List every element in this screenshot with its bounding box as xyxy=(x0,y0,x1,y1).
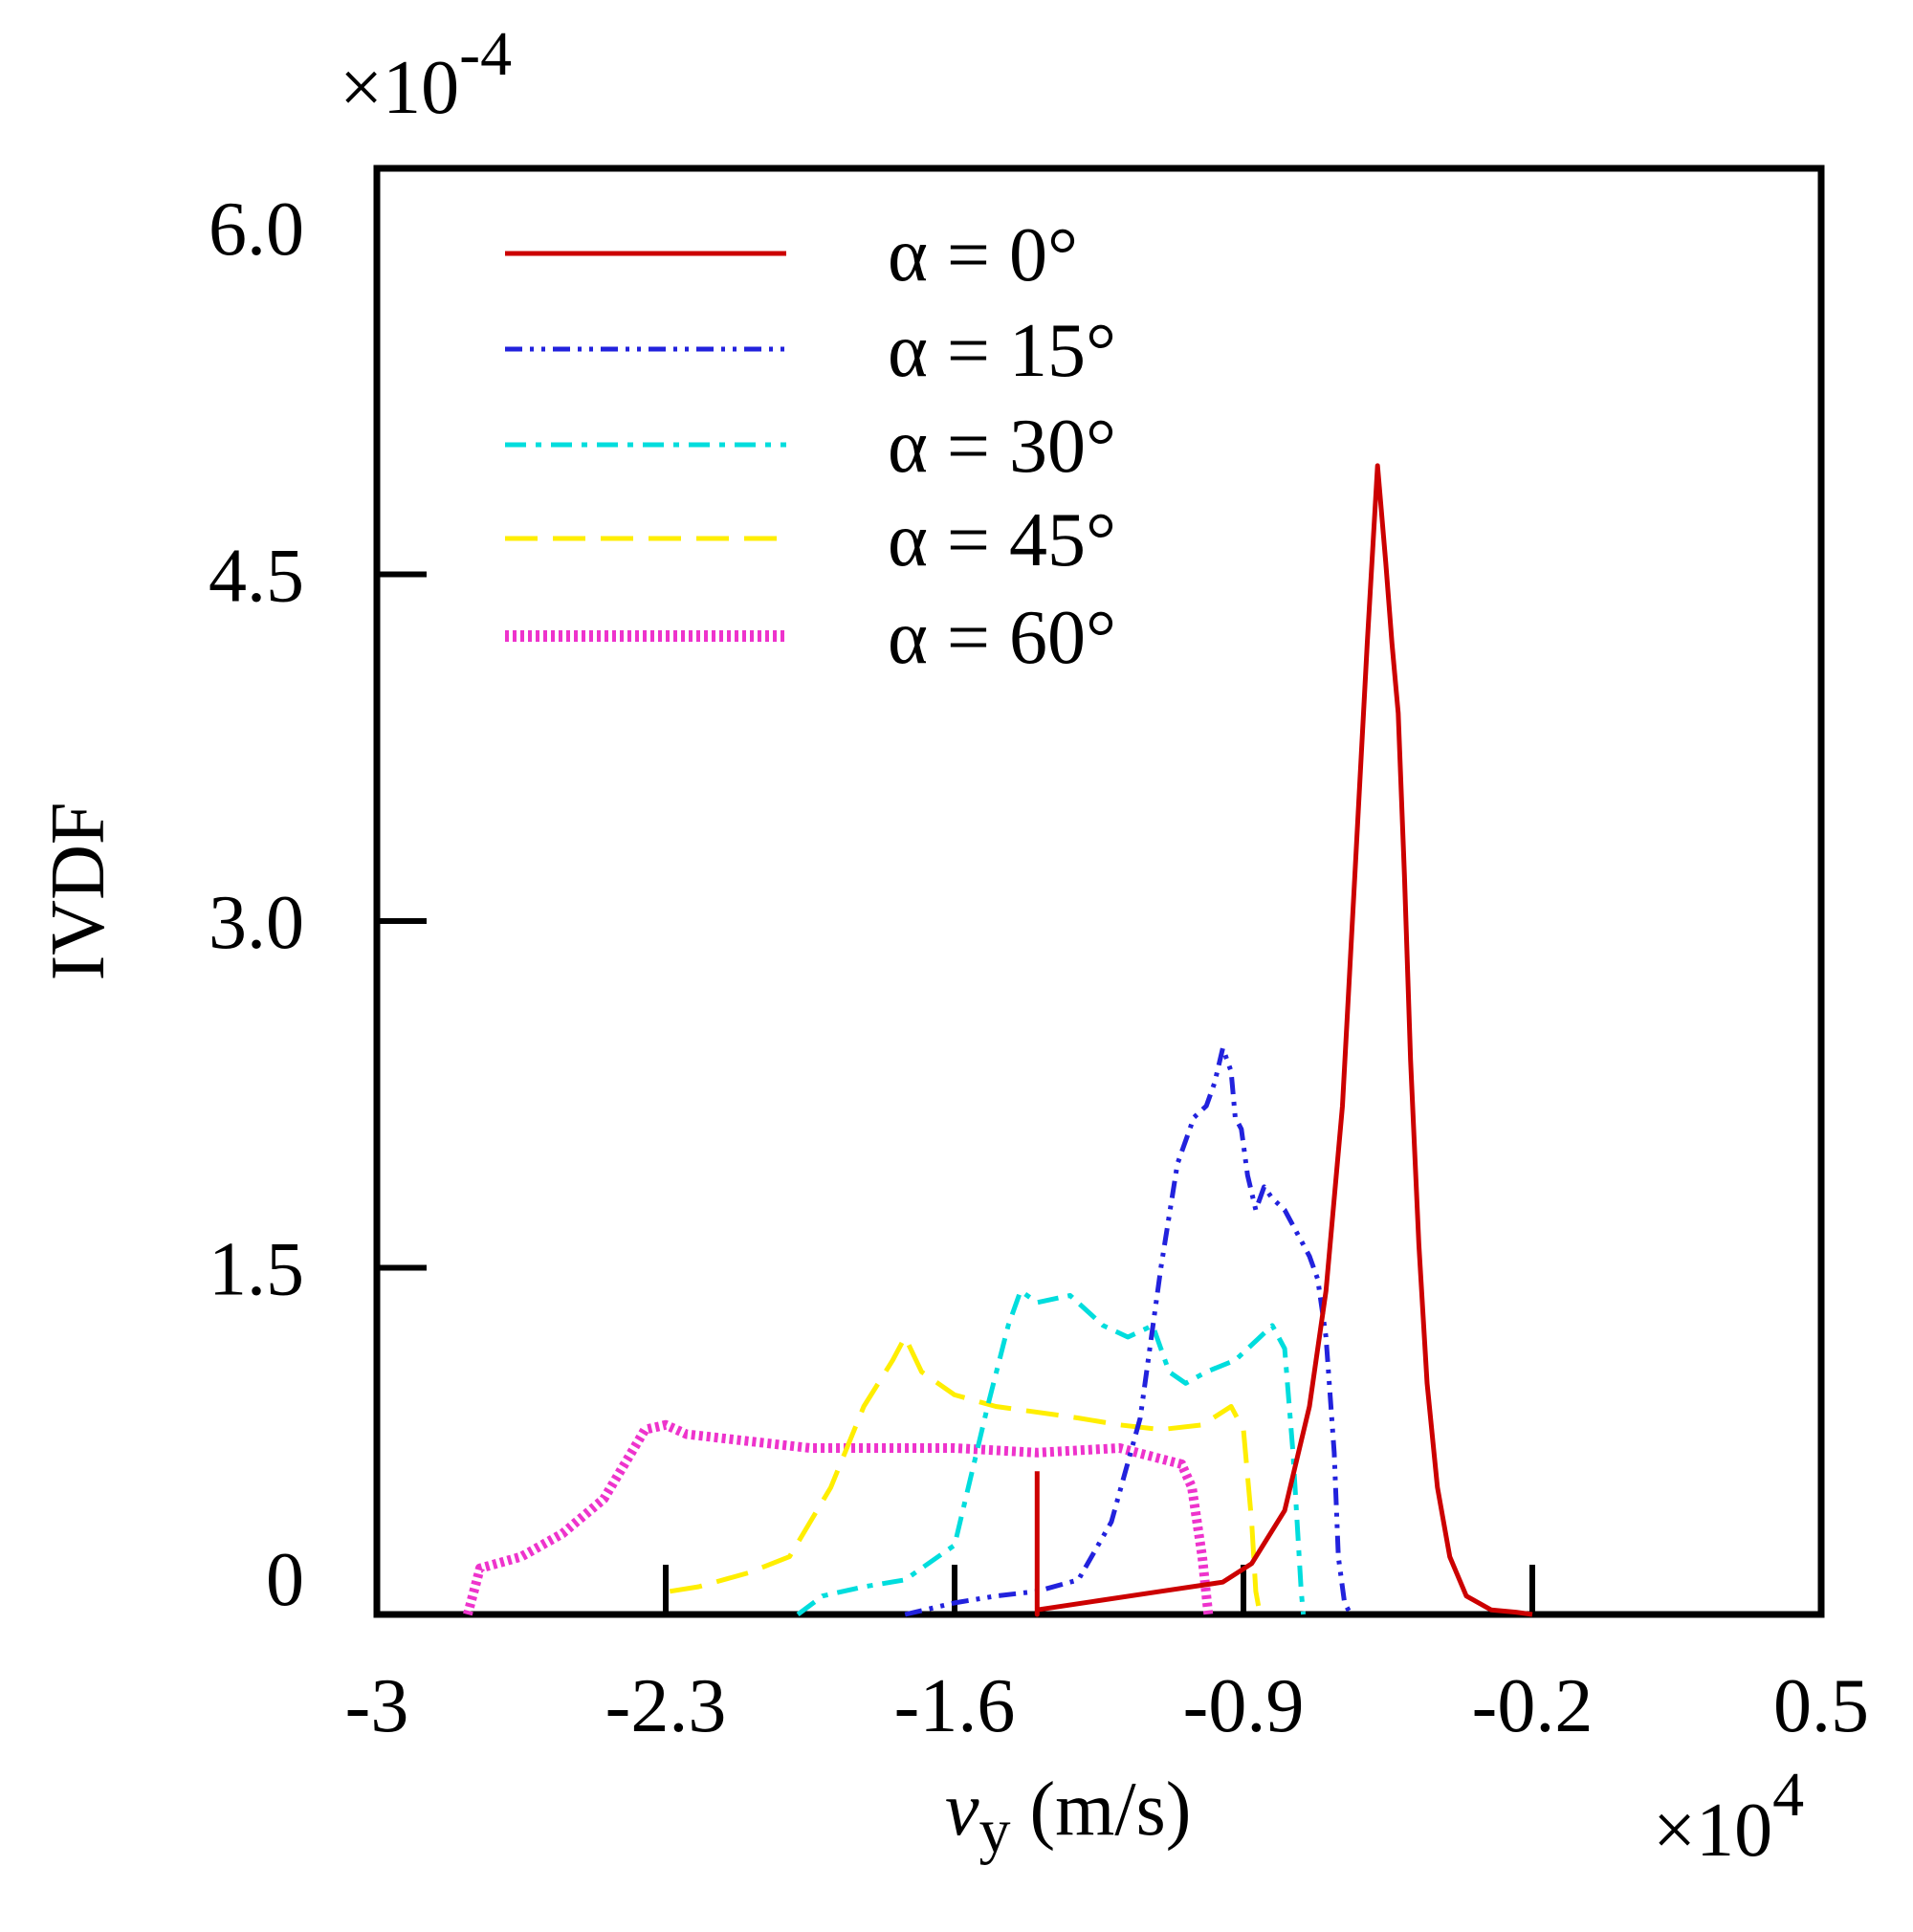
series-line-4 xyxy=(463,1419,1214,1616)
legend-label-4: α = 60° xyxy=(888,596,1116,680)
x-axis-title: vy (m/s) xyxy=(945,1767,1191,1866)
axis-ticks xyxy=(377,571,1535,1614)
plot-frame xyxy=(373,165,1825,1618)
series-line-3 xyxy=(669,1334,1263,1615)
series-line-1 xyxy=(904,1045,1353,1617)
y-axis-title: IVDF xyxy=(36,802,121,981)
x-tick-label: -0.2 xyxy=(1472,1664,1594,1748)
x-tick-label: -3 xyxy=(345,1664,409,1748)
legend-label-0: α = 0° xyxy=(888,213,1078,297)
legend: α = 0° α = 15° α = 30° α = 45° α = 60° xyxy=(505,213,1116,680)
y-multiplier: ×10-4 xyxy=(340,19,512,130)
x-multiplier: ×104 xyxy=(1653,1760,1804,1873)
series-layer xyxy=(463,463,1533,1617)
series-line-0 xyxy=(1034,463,1533,1617)
y-tick-label: 1.5 xyxy=(209,1228,304,1312)
legend-label-3: α = 45° xyxy=(888,498,1116,582)
y-tick-label: 3.0 xyxy=(209,881,304,965)
legend-label-2: α = 30° xyxy=(888,405,1116,489)
x-tick-label: -0.9 xyxy=(1183,1664,1305,1748)
y-tick-label: 4.5 xyxy=(209,535,304,619)
x-tick-label: -2.3 xyxy=(605,1664,727,1748)
y-tick-label: 6.0 xyxy=(209,187,304,272)
y-tick-label: 0 xyxy=(266,1538,304,1622)
x-tick-label: 0.5 xyxy=(1773,1664,1869,1748)
tick-labels: -3 -2.3 -1.6 -0.9 -0.2 0.5 0 1.5 3.0 4.5 6.0 xyxy=(209,187,1869,1748)
x-tick-label: -1.6 xyxy=(894,1664,1016,1748)
legend-label-1: α = 15° xyxy=(888,309,1116,393)
